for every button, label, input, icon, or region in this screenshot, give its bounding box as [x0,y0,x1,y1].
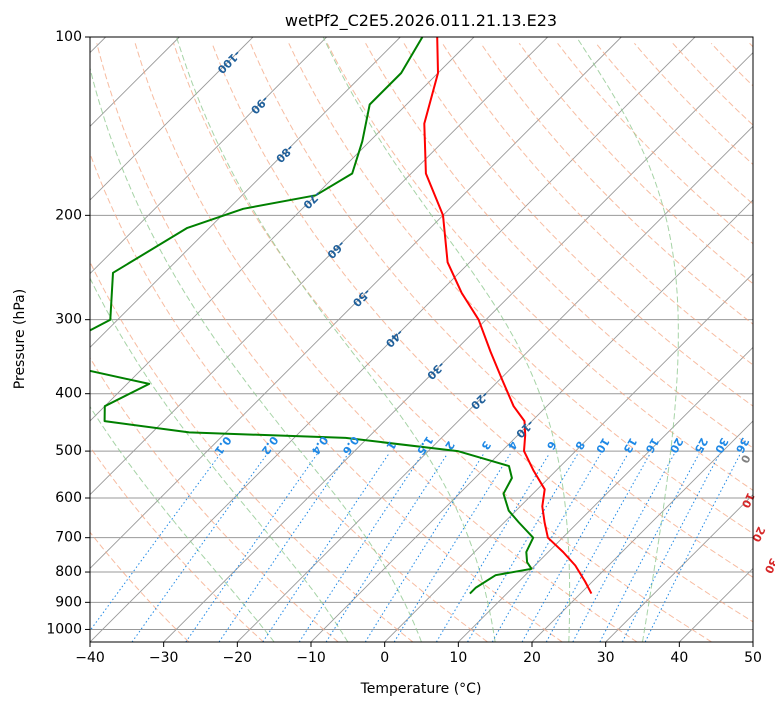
x-tick-label: −30 [149,650,179,666]
y-tick-label: 100 [55,29,82,45]
x-tick-label: −10 [296,650,326,666]
y-tick-label: 400 [55,386,82,402]
y-tick-label: 300 [55,312,82,328]
y-tick-label: 700 [55,530,82,546]
x-tick-label: 20 [523,650,541,666]
x-tick-label: 40 [670,650,688,666]
x-tick-label: 30 [597,650,615,666]
y-tick-label: 800 [55,564,82,580]
y-axis-label: Pressure (hPa) [12,289,28,389]
y-tick-label: 600 [55,490,82,506]
x-axis-label: Temperature (°C) [360,681,482,697]
x-tick-label: 0 [380,650,389,666]
y-tick-label: 200 [55,207,82,223]
chart-title: wetPf2_C2E5.2026.011.21.13.E23 [285,11,557,31]
x-tick-label: −20 [223,650,253,666]
x-tick-label: 50 [744,650,762,666]
y-tick-label: 1000 [46,621,82,637]
x-tick-label: −40 [75,650,105,666]
y-tick-label: 900 [55,594,82,610]
y-tick-label: 500 [55,443,82,459]
x-tick-label: 10 [449,650,467,666]
